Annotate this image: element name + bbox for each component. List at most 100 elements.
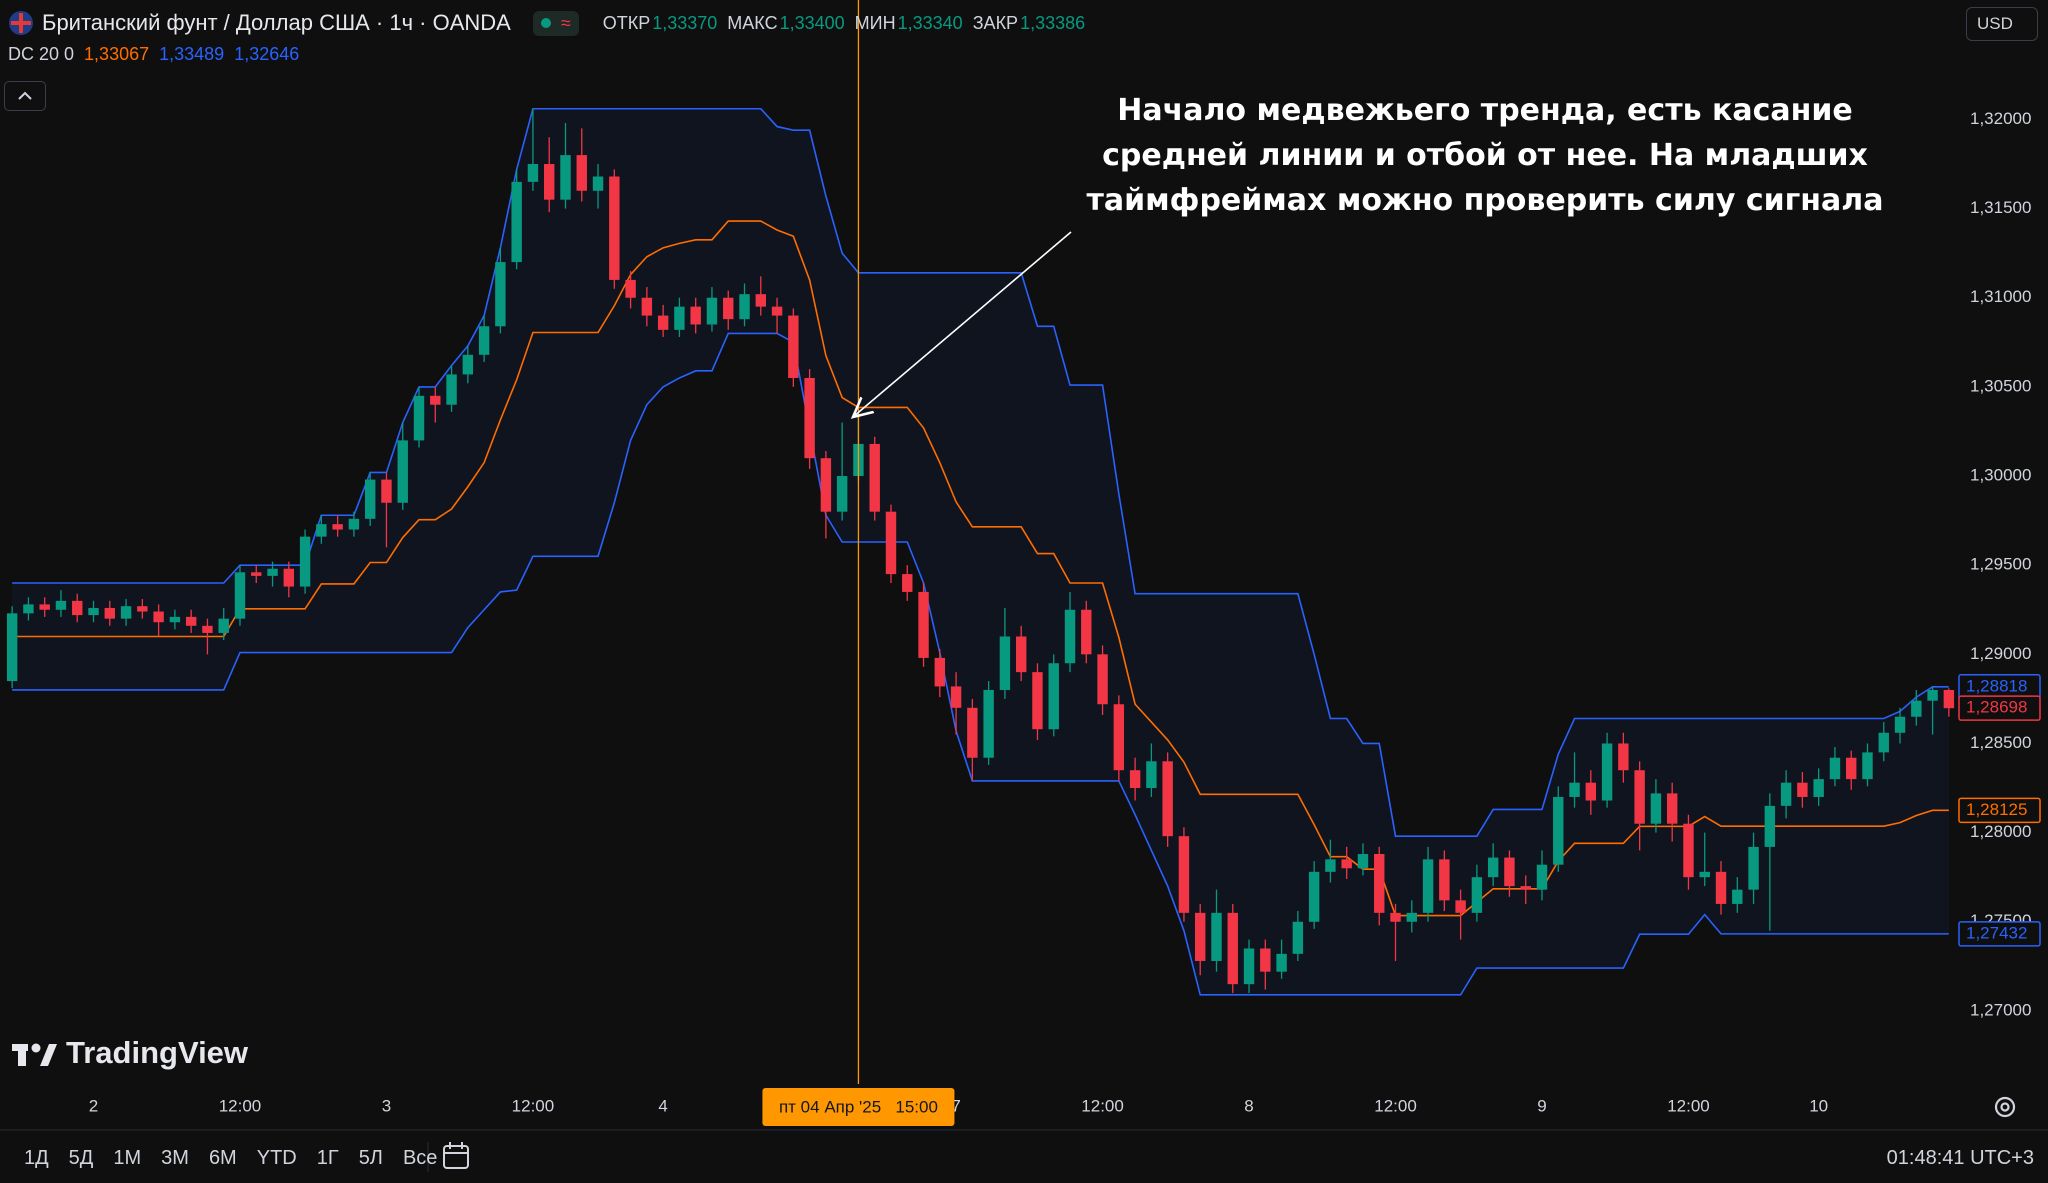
- candle-body: [511, 181, 522, 263]
- range-button[interactable]: 5Д: [68, 1146, 94, 1169]
- candle-body: [739, 294, 750, 320]
- ohlc-item: МИН 1,33340: [855, 13, 963, 34]
- ohlc-item: ОТКР 1,33370: [603, 13, 718, 34]
- collapse-button[interactable]: [4, 81, 46, 111]
- candle-body: [1129, 770, 1141, 789]
- annotation-arrow: [853, 231, 1072, 417]
- y-tick-label: 1,31500: [1970, 198, 2031, 217]
- candle-body: [1227, 912, 1238, 985]
- range-button[interactable]: 1Г: [316, 1146, 339, 1169]
- annotation-line: Начало медвежьего тренда, есть касание: [1117, 93, 1853, 128]
- x-tick-label: 9: [1537, 1096, 1546, 1115]
- candle-body: [1569, 782, 1580, 797]
- candle-body: [1455, 900, 1466, 913]
- candle-body: [234, 572, 246, 619]
- range-button[interactable]: YTD: [256, 1146, 297, 1169]
- x-tick-label: 12:00: [1374, 1096, 1417, 1115]
- candle-body: [1064, 609, 1076, 664]
- price-label: 1,28125: [1966, 800, 2027, 819]
- candle-body: [1357, 854, 1369, 869]
- chevron-icon: [18, 91, 32, 100]
- indicator-legend: DC 20 0 1,33067 1,33489 1,32646: [8, 44, 299, 65]
- symbol-title[interactable]: Британский фунт / Доллар США · 1ч · OAND…: [42, 10, 511, 35]
- candle-body: [495, 262, 506, 327]
- x-tick-label: 12:00: [219, 1096, 262, 1115]
- candle-body: [120, 606, 132, 619]
- candle-body: [1097, 654, 1108, 705]
- settings-icon[interactable]: [1994, 1096, 2016, 1118]
- candle-body: [1699, 871, 1710, 878]
- channel-fill: [12, 108, 1949, 995]
- x-tick-label: 12:00: [1081, 1096, 1124, 1115]
- candle-body: [185, 616, 197, 626]
- price-label-box: [1958, 921, 2041, 947]
- y-tick-label: 1,31000: [1970, 287, 2031, 306]
- candle-body: [88, 607, 99, 616]
- ohlc-value: 1,33386: [1020, 12, 1086, 33]
- candle-body: [690, 306, 701, 325]
- candle-body: [609, 176, 620, 280]
- candle-body: [413, 395, 425, 441]
- candle-body: [1862, 752, 1873, 780]
- range-button[interactable]: 1Д: [24, 1146, 49, 1169]
- indicator-value: 1,33067: [84, 44, 150, 64]
- candle-body: [885, 511, 897, 575]
- range-button[interactable]: 5Л: [358, 1146, 383, 1169]
- candle-body: [153, 611, 164, 623]
- candle-body: [1439, 859, 1450, 901]
- flag-icon: [9, 11, 33, 35]
- x-tick-label: 2: [89, 1096, 98, 1115]
- candle-body: [332, 524, 343, 530]
- candle-body: [625, 279, 636, 298]
- ohlc-label: МИН: [854, 12, 896, 33]
- candle-body: [478, 326, 490, 355]
- annotation-line: средней линии и отбой от нее. На младших: [1102, 138, 1868, 173]
- candle-body: [1618, 743, 1629, 771]
- candle-body: [1715, 871, 1727, 904]
- ohlc-item: ЗАКР 1,33386: [973, 13, 1085, 34]
- candle-body: [1406, 912, 1417, 922]
- range-button[interactable]: 1М: [113, 1146, 142, 1169]
- x-tick-label: 12:00: [512, 1096, 555, 1115]
- candle-body: [999, 636, 1011, 690]
- market-status[interactable]: ≈: [532, 10, 579, 36]
- candle-body: [544, 164, 555, 200]
- range-button[interactable]: 3М: [161, 1146, 189, 1169]
- range-toolbar: 1Д 5Д 1М 3М 6М YTD 1Г 5Л Все: [14, 1141, 447, 1175]
- candle-body: [1780, 782, 1792, 806]
- candle-body: [1943, 689, 1955, 709]
- x-tick-label: 3: [382, 1096, 391, 1115]
- y-tick-label: 1,28000: [1970, 822, 2031, 841]
- y-tick-label: 1,30000: [1970, 466, 2031, 485]
- y-tick-label: 1,30500: [1970, 376, 2031, 395]
- candle-body: [576, 155, 587, 191]
- currency-button[interactable]: USD: [1966, 7, 2038, 41]
- candle-body: [1260, 948, 1271, 972]
- candle-body: [657, 315, 669, 330]
- ohlc-value: 1,33340: [897, 12, 963, 33]
- candle-body: [283, 568, 295, 587]
- candle-body: [560, 155, 571, 200]
- indicator-name[interactable]: DC 20 0: [8, 44, 75, 64]
- price-label-box: [1958, 797, 2041, 824]
- candle-body: [771, 306, 783, 316]
- candle-body: [1211, 912, 1222, 961]
- candle-body: [1813, 779, 1824, 797]
- crosshair-time-box: [762, 1088, 955, 1126]
- candle-body: [348, 518, 360, 530]
- candle-body: [1374, 854, 1385, 913]
- candle-body: [983, 689, 994, 758]
- candle-body: [1015, 636, 1027, 673]
- candle-body: [1422, 859, 1434, 913]
- candle-body: [1487, 857, 1499, 878]
- candle-body: [1666, 793, 1678, 824]
- range-button[interactable]: Все: [402, 1146, 438, 1169]
- clock: 01:48:41 UTC+3: [1886, 1146, 2034, 1169]
- calendar-icon[interactable]: [443, 1142, 469, 1169]
- candle-body: [446, 374, 457, 405]
- price-label: 1,27432: [1966, 923, 2027, 942]
- ohlc-label: ЗАКР: [972, 12, 1019, 33]
- candle-body: [1829, 757, 1841, 780]
- range-button[interactable]: 6М: [208, 1146, 237, 1169]
- ohlc-value: 1,33400: [779, 12, 845, 33]
